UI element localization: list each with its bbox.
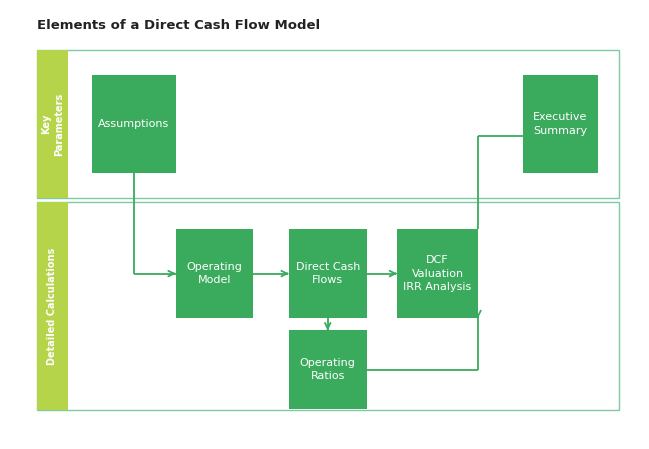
Bar xyxy=(176,229,253,318)
Text: Key
Parameters: Key Parameters xyxy=(42,92,64,156)
Bar xyxy=(37,202,68,409)
Text: Assumptions: Assumptions xyxy=(98,119,169,129)
Bar xyxy=(37,50,68,198)
Text: Detailed Calculations: Detailed Calculations xyxy=(47,247,58,365)
Bar xyxy=(523,75,598,173)
Text: Executive
Summary: Executive Summary xyxy=(533,113,587,136)
Text: Operating
Model: Operating Model xyxy=(187,262,243,285)
Bar xyxy=(289,229,367,318)
Bar xyxy=(37,50,618,198)
Text: Operating
Ratios: Operating Ratios xyxy=(300,358,356,381)
Bar xyxy=(92,75,176,173)
Text: Direct Cash
Flows: Direct Cash Flows xyxy=(295,262,360,285)
Text: Elements of a Direct Cash Flow Model: Elements of a Direct Cash Flow Model xyxy=(37,19,320,32)
Bar xyxy=(289,330,367,409)
Text: DCF
Valuation
IRR Analysis: DCF Valuation IRR Analysis xyxy=(404,255,472,292)
Bar xyxy=(397,229,478,318)
Bar xyxy=(37,202,618,409)
